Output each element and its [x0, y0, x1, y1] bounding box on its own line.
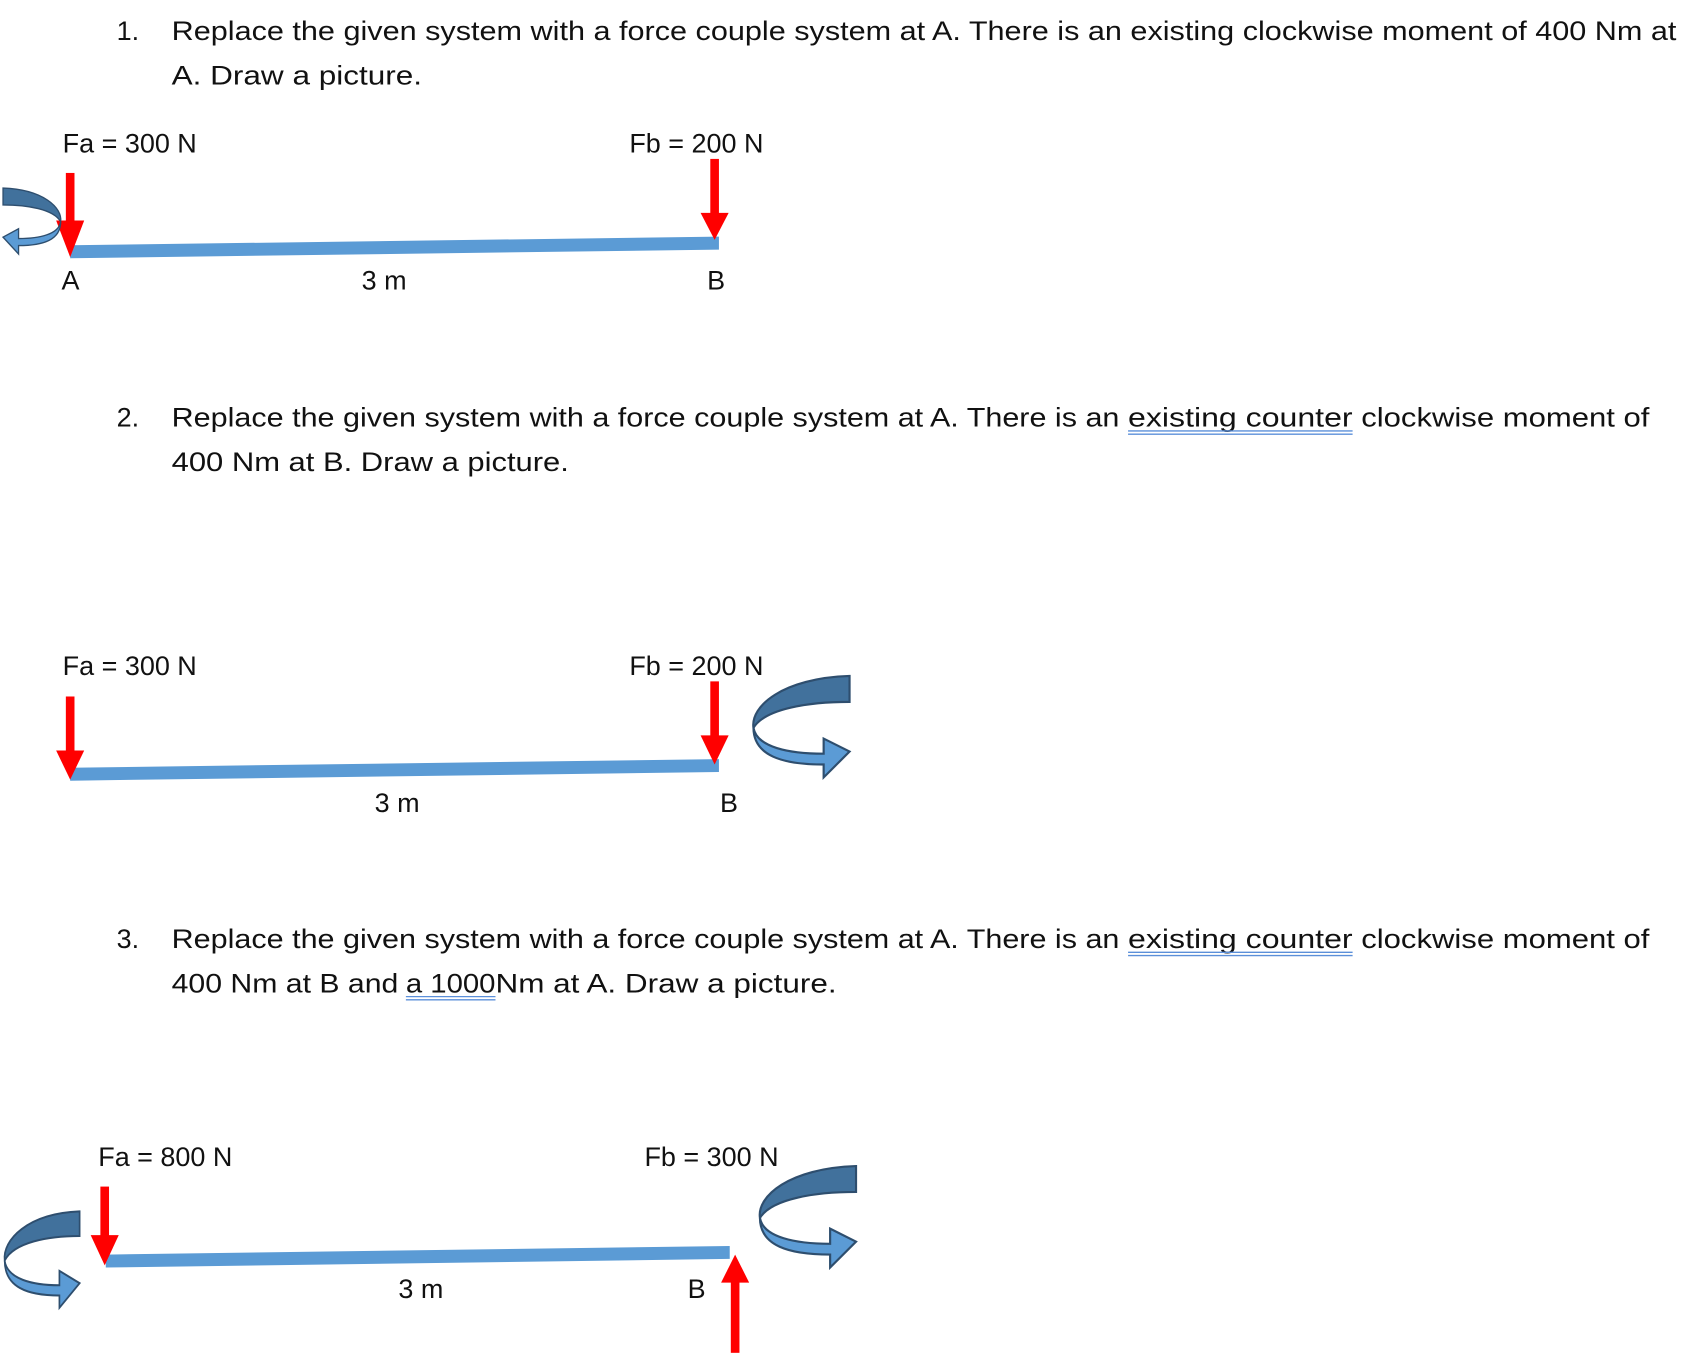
diagram-3: Fa = 800 N Fb = 300 N 3 m B	[3, 1142, 858, 1353]
force-arrow-b	[700, 158, 729, 240]
force-b-label: Fb = 200 N	[629, 128, 763, 158]
spellcheck-underlined-text: existing counter	[1128, 403, 1353, 433]
problem-text-line: 400 Nm at B and	[172, 968, 399, 998]
beam	[70, 759, 719, 781]
force-arrow-a	[56, 696, 85, 780]
problem-1: 1. Replace the given system with a force…	[117, 16, 1677, 90]
force-a-label: Fa = 300 N	[63, 651, 197, 681]
moment-arrow-a-icon	[2, 187, 62, 255]
problem-text-line: Nm at A. Draw a picture.	[495, 968, 836, 998]
moment-arrow-b-icon	[758, 1164, 858, 1269]
spellcheck-underlined-text: existing counter	[1128, 924, 1353, 954]
moment-arrow-a-icon	[3, 1210, 81, 1309]
problem-text-line: Replace the given system with a force co…	[172, 403, 1120, 433]
point-b-label: B	[707, 266, 725, 296]
force-a-label: Fa = 800 N	[98, 1142, 232, 1172]
problem-number: 1.	[117, 16, 139, 46]
problem-3: 3. Replace the given system with a force…	[117, 924, 1650, 1001]
problem-text-line: Replace the given system with a force co…	[172, 16, 1677, 46]
problem-text-line: A. Draw a picture.	[172, 60, 422, 90]
problem-2: 2. Replace the given system with a force…	[117, 403, 1650, 477]
force-b-label: Fb = 300 N	[644, 1142, 778, 1172]
problem-text-line: clockwise moment of	[1361, 403, 1650, 433]
point-b-label: B	[720, 788, 738, 818]
force-arrow-b-up	[721, 1254, 750, 1353]
force-b-label: Fb = 200 N	[629, 651, 763, 681]
force-a-label: Fa = 300 N	[63, 128, 197, 158]
force-arrow-b	[700, 681, 729, 765]
problem-text-line: clockwise moment of	[1361, 924, 1650, 954]
length-label: 3 m	[362, 266, 407, 296]
force-arrow-a	[56, 172, 85, 258]
diagram-2: Fa = 300 N Fb = 200 N 3 m B	[56, 651, 851, 818]
diagram-1: Fa = 300 N Fb = 200 N A 3 m B	[2, 128, 764, 296]
spellcheck-underlined-text: a 1000	[406, 968, 496, 998]
moment-arrow-b-icon	[752, 674, 851, 779]
point-a-label: A	[62, 266, 80, 296]
problem-text-line: 400 Nm at B. Draw a picture.	[172, 447, 569, 477]
problem-text-line: Replace the given system with a force co…	[172, 924, 1120, 954]
problem-number: 3.	[117, 924, 139, 954]
beam	[105, 1245, 730, 1268]
beam	[70, 236, 719, 259]
length-label: 3 m	[375, 788, 420, 818]
point-b-label: B	[688, 1274, 706, 1304]
problem-number: 2.	[117, 403, 139, 433]
length-label: 3 m	[398, 1274, 443, 1304]
force-arrow-a	[90, 1186, 119, 1266]
